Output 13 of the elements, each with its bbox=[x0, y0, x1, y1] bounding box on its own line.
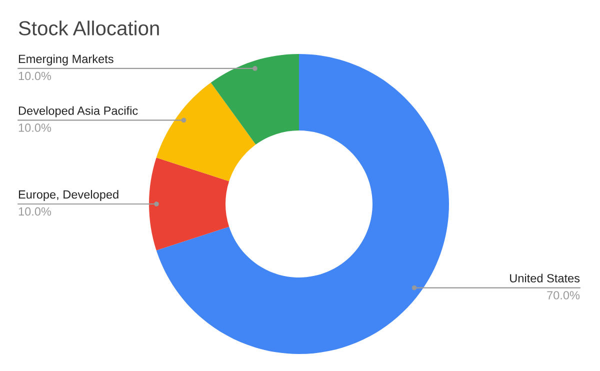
data-label: 10.0% bbox=[18, 72, 52, 80]
slice-label: Europe, Developed bbox=[18, 190, 118, 201]
donut-slice bbox=[210, 54, 299, 145]
data-label: 10.0% bbox=[18, 207, 52, 216]
chart-title: Stock Allocation bbox=[18, 20, 159, 36]
donut-slice bbox=[149, 158, 230, 250]
slice-label: Developed Asia Pacific bbox=[18, 106, 138, 118]
slice-label: Emerging Markets bbox=[18, 54, 114, 66]
donut-slice bbox=[156, 54, 449, 354]
data-label: 70.0% bbox=[547, 291, 580, 300]
data-label: 10.0% bbox=[18, 124, 52, 132]
donut-slice bbox=[156, 82, 256, 182]
slice-label: United States bbox=[510, 274, 580, 282]
